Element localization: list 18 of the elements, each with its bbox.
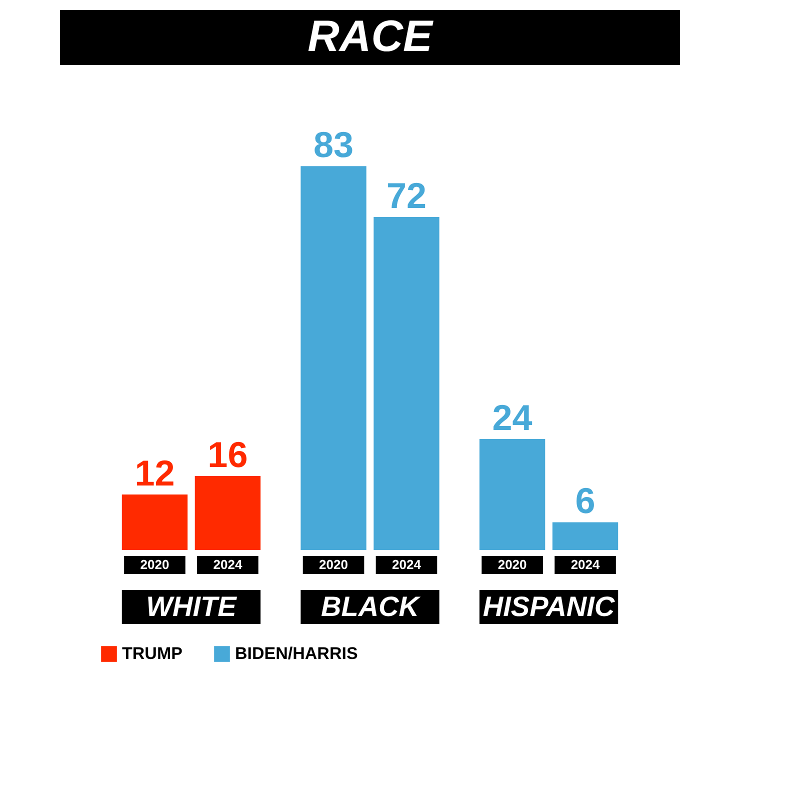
- data-label: 12: [134, 452, 175, 494]
- legend-label: BIDEN/HARRIS: [235, 644, 358, 663]
- x-tick-label: 2024: [213, 557, 243, 572]
- x-tick-label: 2020: [140, 557, 170, 572]
- data-label: 72: [386, 174, 427, 216]
- legend-label: TRUMP: [122, 644, 182, 663]
- chart-title: RACE: [308, 12, 434, 61]
- data-label: 83: [313, 124, 354, 166]
- data-label: 16: [208, 434, 248, 475]
- x-tick-label: 2024: [392, 557, 422, 572]
- data-label: 24: [492, 396, 532, 438]
- x-tick-label: 2020: [498, 557, 527, 572]
- text: WHITE: [146, 591, 238, 622]
- text: HISPANIC: [482, 591, 616, 622]
- data-label: 6: [575, 480, 596, 522]
- x-tick-label: 2020: [319, 557, 348, 572]
- text: BLACK: [321, 591, 421, 622]
- x-tick-label: 2024: [570, 557, 600, 572]
